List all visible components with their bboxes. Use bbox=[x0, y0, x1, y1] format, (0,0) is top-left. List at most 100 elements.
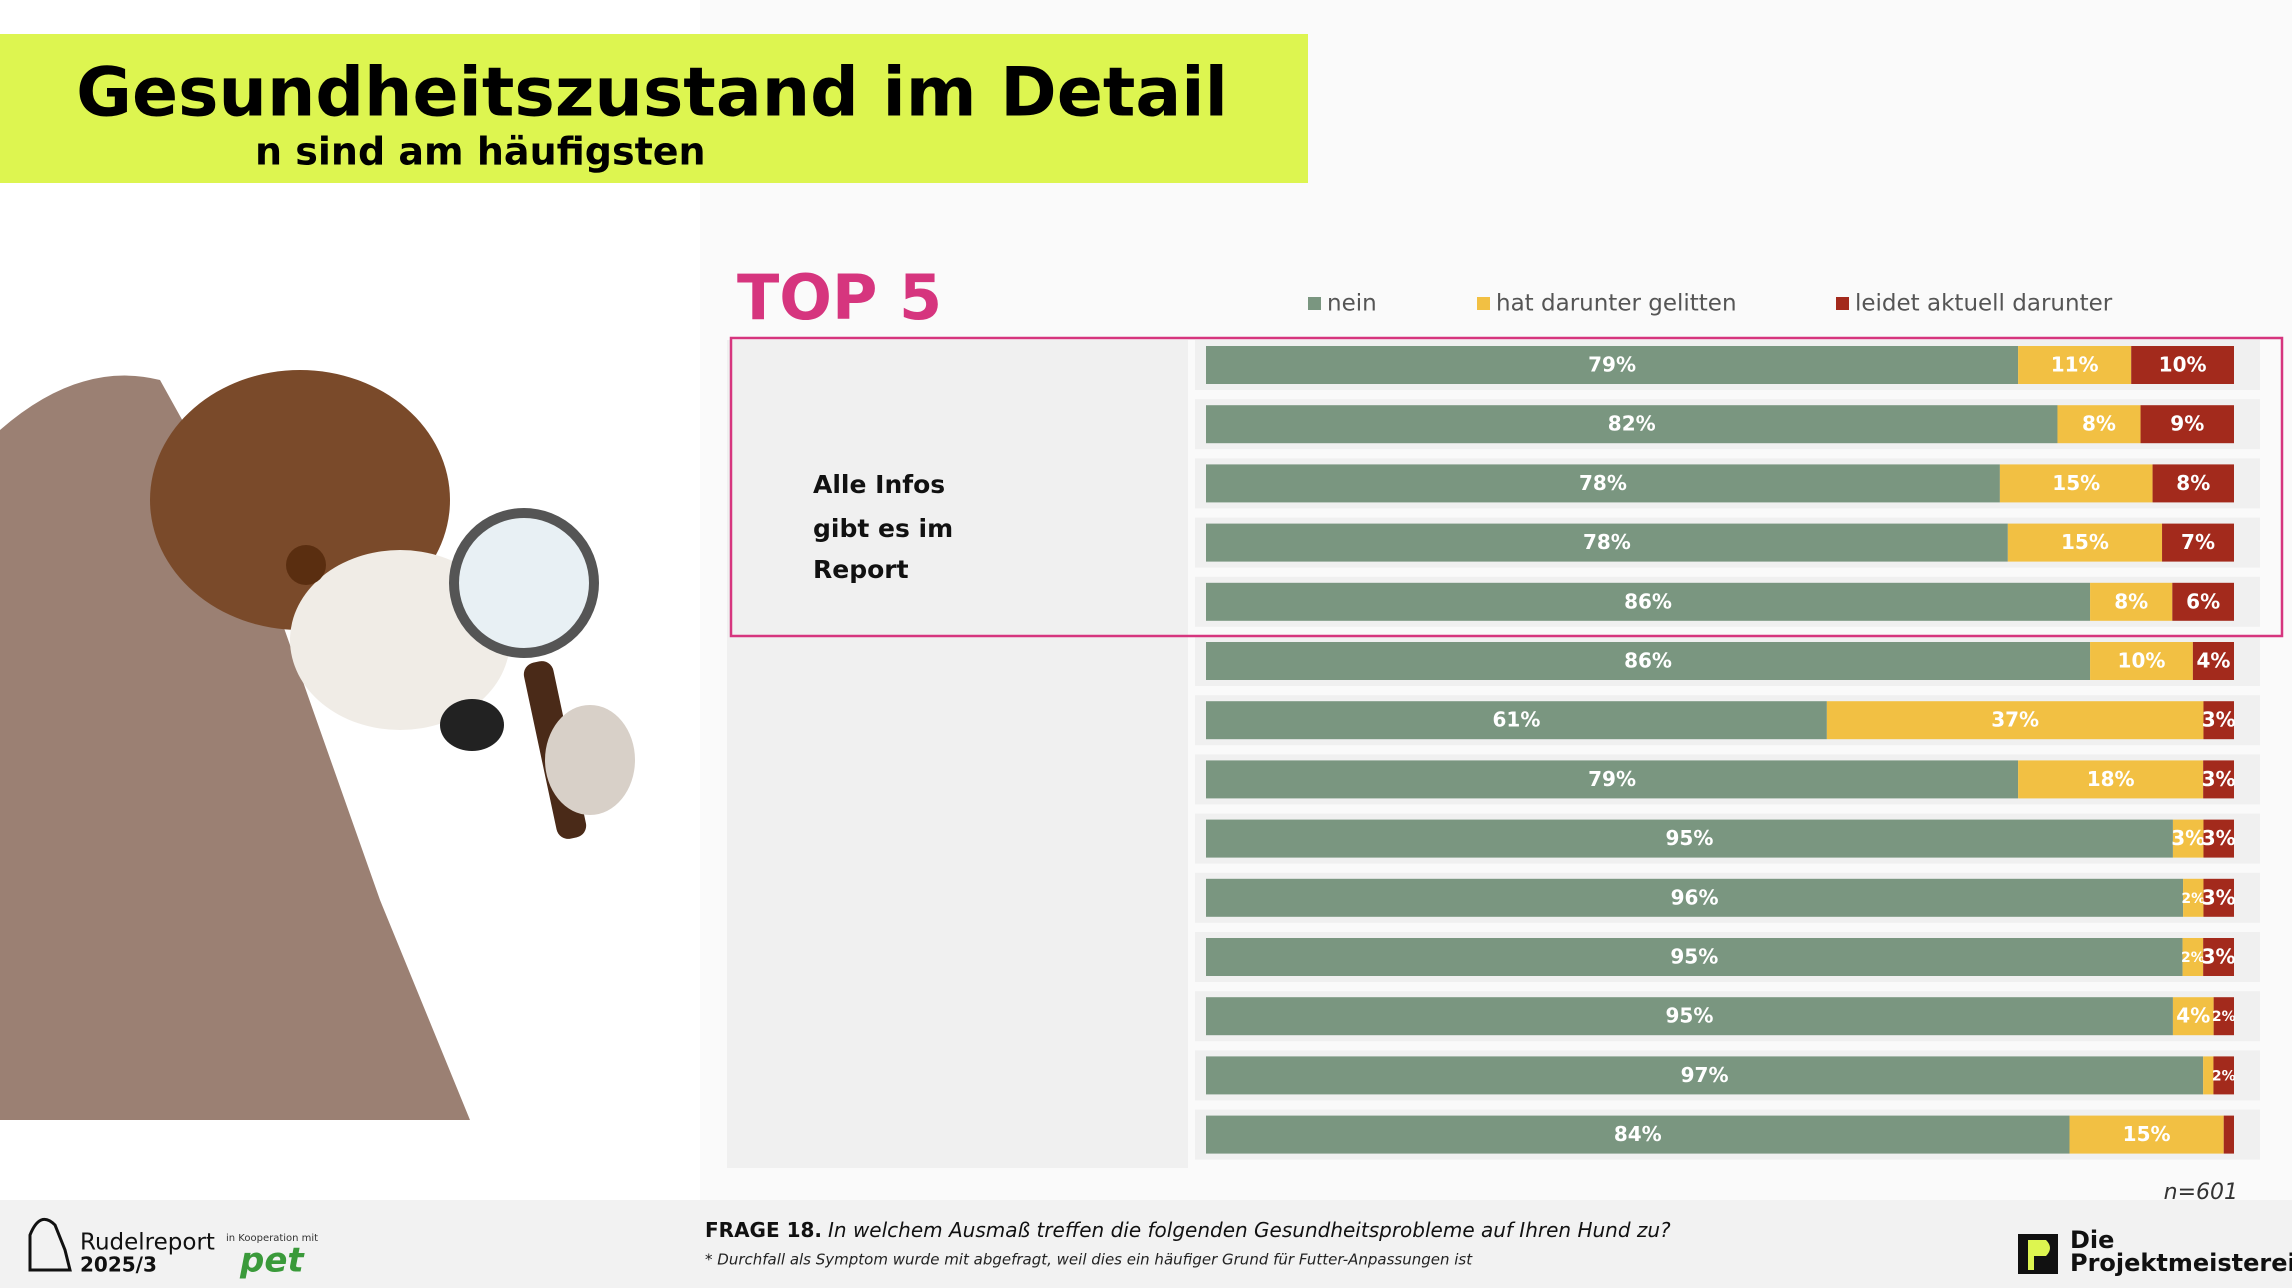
value-label: 79% bbox=[1588, 767, 1636, 791]
bar-segment bbox=[2203, 1056, 2214, 1095]
value-label: 95% bbox=[1666, 826, 1714, 850]
bar-segment bbox=[1206, 346, 2019, 384]
info-text: Alle Infos bbox=[813, 470, 945, 499]
dog-illustration bbox=[0, 370, 635, 1120]
company: Die bbox=[2070, 1226, 2114, 1254]
bar-segment bbox=[1206, 464, 2000, 503]
value-label: 84% bbox=[1614, 1122, 1662, 1146]
bar-segment bbox=[2213, 1056, 2234, 1095]
bar-segment bbox=[2183, 878, 2204, 917]
value-label: 8% bbox=[2114, 589, 2148, 613]
question-label: FRAGE 18. bbox=[705, 1218, 822, 1242]
brand-logo bbox=[28, 1217, 72, 1272]
bar-segment bbox=[2057, 405, 2141, 444]
value-label: 15% bbox=[2052, 471, 2100, 495]
value-label: 37% bbox=[1991, 708, 2039, 732]
brand: Rudelreport bbox=[80, 1230, 215, 1256]
bar-segment bbox=[2172, 582, 2234, 621]
bars: 79% 11% 10% 82% 8% 9% 78% 15% 8% 78% 15% 7% 86% 8% 6% 8… bbox=[1195, 340, 2260, 1160]
bar-segment bbox=[2203, 878, 2234, 917]
bar-segment bbox=[2090, 642, 2193, 680]
bar-segment bbox=[2203, 938, 2234, 976]
bar-segment bbox=[2007, 523, 2163, 562]
value-label: 3% bbox=[2202, 826, 2236, 850]
bar-segment bbox=[2069, 1115, 2224, 1154]
value-label: 95% bbox=[1666, 1004, 1714, 1028]
bar-segment bbox=[2152, 464, 2234, 503]
banner bbox=[0, 34, 1308, 183]
value-label: 4% bbox=[2196, 649, 2230, 673]
bar-segment bbox=[1999, 464, 2153, 503]
value-label: 78% bbox=[1579, 471, 1627, 495]
info-text: Report bbox=[813, 555, 909, 584]
value-label: 9% bbox=[2170, 412, 2204, 436]
bar-segment bbox=[2192, 642, 2234, 680]
bar-segment bbox=[2213, 997, 2234, 1036]
bar-segment bbox=[2172, 819, 2204, 858]
value-label: 11% bbox=[2051, 353, 2099, 377]
bar-segment bbox=[1206, 642, 2091, 680]
bar-segment bbox=[2203, 760, 2234, 799]
value-label: 82% bbox=[1608, 412, 1656, 436]
value-label: 79% bbox=[1588, 353, 1636, 377]
value-label: 6% bbox=[2186, 589, 2220, 613]
value-label: 61% bbox=[1492, 708, 1540, 732]
bar-segment bbox=[2203, 701, 2234, 740]
bar-segment bbox=[1206, 1056, 2204, 1095]
bar-segment bbox=[2172, 997, 2214, 1036]
company: Projektmeisterei bbox=[2070, 1249, 2292, 1277]
bar-segment bbox=[1826, 701, 2204, 740]
cooperation: in Kooperation mit bbox=[226, 1233, 318, 1244]
legend-label: nein bbox=[1327, 291, 1377, 317]
bar-segment bbox=[2018, 346, 2132, 384]
legend-swatch bbox=[1836, 297, 1849, 310]
value-label: 86% bbox=[1624, 589, 1672, 613]
label-cover bbox=[727, 340, 1188, 1168]
value-label: 15% bbox=[2123, 1122, 2171, 1146]
bar-segment bbox=[1206, 760, 2019, 799]
value-label: 3% bbox=[2171, 826, 2205, 850]
brand-issue: 2025/3 bbox=[80, 1253, 157, 1277]
bar-segment bbox=[1206, 997, 2173, 1036]
bar-segment bbox=[2090, 582, 2173, 621]
value-label: 78% bbox=[1583, 530, 1631, 554]
bar-segment bbox=[2162, 523, 2234, 562]
bar-segment bbox=[1206, 405, 2058, 444]
partner: pet bbox=[239, 1241, 305, 1281]
value-label: 3% bbox=[2202, 885, 2236, 909]
info-text: gibt es im bbox=[813, 514, 953, 543]
value-label: 4% bbox=[2176, 1004, 2210, 1028]
question: FRAGE 18. In welchem Ausmaß treffen die f… bbox=[705, 1218, 1671, 1242]
highlight-box bbox=[729, 336, 2284, 638]
value-label: 86% bbox=[1624, 649, 1672, 673]
bar-segment bbox=[1206, 878, 2184, 917]
bar-segment bbox=[1206, 523, 2008, 562]
value-label: 2% bbox=[2212, 1068, 2236, 1084]
value-label: 2% bbox=[2181, 891, 2205, 907]
value-label: 3% bbox=[2202, 708, 2236, 732]
value-label: 2% bbox=[2212, 1009, 2236, 1025]
value-label: 7% bbox=[2181, 530, 2215, 554]
question-text: In welchem Ausmaß treffen die folgenden … bbox=[828, 1218, 1671, 1242]
bar-segment bbox=[1206, 819, 2173, 858]
bar-segment bbox=[1206, 701, 1827, 740]
value-label: 3% bbox=[2202, 767, 2236, 791]
value-label: 10% bbox=[2118, 649, 2166, 673]
subtitle: n sind am häufigsten bbox=[255, 130, 706, 174]
value-label: 97% bbox=[1681, 1063, 1729, 1087]
value-label: 10% bbox=[2159, 353, 2207, 377]
bar-segment bbox=[1206, 938, 2183, 976]
title: Gesundheitszustand im Detail bbox=[76, 54, 1228, 133]
legend-swatch bbox=[1308, 297, 1321, 310]
bar-segment bbox=[2140, 405, 2234, 444]
bar-segment bbox=[2018, 760, 2204, 799]
bar-segment bbox=[2223, 1115, 2234, 1154]
value-label: 2% bbox=[2181, 950, 2205, 966]
footer bbox=[0, 1200, 2292, 1288]
bar-segment bbox=[2182, 938, 2204, 976]
value-label: 15% bbox=[2061, 530, 2109, 554]
footnote: * Durchfall als Symptom wurde mit abgefr… bbox=[705, 1251, 1473, 1269]
legend-swatch bbox=[1477, 297, 1490, 310]
